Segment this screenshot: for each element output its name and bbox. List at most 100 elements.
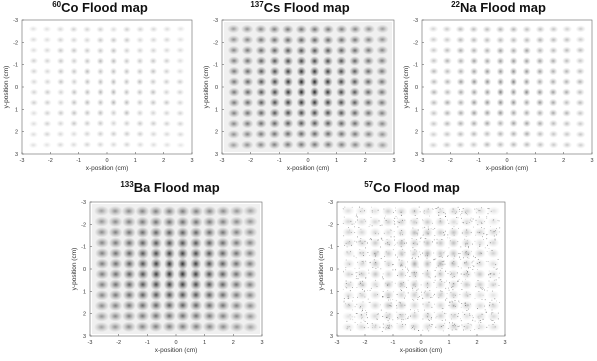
flood-spots	[227, 24, 389, 150]
flood-spot	[442, 46, 452, 55]
noise-dot	[486, 238, 488, 240]
noise-dot	[429, 262, 431, 263]
noise-dot	[380, 246, 381, 248]
flood-spot	[162, 46, 172, 54]
noise-dot	[388, 327, 390, 329]
noise-dot	[401, 260, 403, 262]
noise-dot	[388, 296, 390, 298]
noise-dot	[405, 295, 406, 297]
noise-dot	[416, 250, 417, 252]
flood-spot	[269, 66, 280, 77]
noise-dot	[498, 231, 500, 233]
noise-dot	[394, 221, 395, 223]
noise-dot	[463, 329, 464, 331]
flood-spot	[229, 258, 243, 270]
noise-dot	[384, 256, 385, 257]
flood-spot	[383, 279, 394, 290]
flood-spot	[149, 98, 158, 107]
flood-spot	[469, 57, 479, 65]
y-tick-label: 3	[215, 152, 218, 158]
flood-spot	[575, 25, 586, 33]
noise-dot	[349, 326, 351, 327]
noise-dot	[364, 290, 365, 292]
noise-dot	[481, 223, 483, 224]
flood-spot	[135, 310, 150, 322]
flood-spot	[242, 87, 254, 97]
noise-dot	[449, 240, 451, 242]
flood-spot	[522, 57, 531, 66]
flood-spot	[376, 130, 389, 139]
flood-spot	[342, 216, 355, 227]
flood-spot	[535, 25, 546, 33]
flood-spot	[255, 35, 267, 45]
noise-dot	[386, 327, 387, 328]
flood-spot	[448, 269, 459, 280]
noise-dot	[357, 216, 358, 218]
flood-spot	[254, 140, 267, 150]
flood-spot	[409, 300, 420, 311]
noise-dot	[365, 277, 366, 279]
noise-dot	[471, 220, 473, 222]
noise-dot	[490, 226, 491, 227]
flood-spot	[227, 140, 240, 150]
noise-dot	[472, 243, 473, 245]
noise-dot	[484, 221, 485, 222]
flood-spot	[382, 227, 395, 238]
y-tick-label: 0	[415, 85, 418, 91]
noise-dot	[396, 307, 398, 309]
noise-dot	[419, 296, 420, 297]
noise-dot	[358, 283, 360, 285]
noise-dot	[400, 246, 402, 248]
noise-dot	[443, 261, 445, 262]
noise-dot	[427, 270, 428, 272]
noise-dot	[411, 325, 413, 327]
noise-dot	[445, 216, 446, 217]
noise-dot	[401, 290, 402, 291]
flood-spot	[29, 57, 39, 65]
flood-spot	[256, 77, 267, 87]
noise-dot	[416, 222, 418, 224]
noise-dot	[411, 272, 413, 274]
noise-dot	[494, 322, 495, 323]
noise-dot	[342, 223, 344, 224]
noise-dot	[444, 263, 446, 265]
flood-spot	[229, 237, 244, 249]
flood-spot	[323, 87, 333, 98]
noise-dot	[396, 305, 397, 307]
flood-spot	[548, 77, 558, 86]
flood-spot	[495, 130, 505, 138]
flood-spot	[461, 279, 473, 290]
noise-dot	[441, 239, 443, 240]
noise-dot	[461, 303, 463, 304]
noise-dot	[404, 304, 406, 306]
noise-dot	[362, 289, 363, 290]
flood-spot	[442, 67, 452, 76]
noise-dot	[416, 289, 418, 291]
noise-dot	[478, 216, 480, 218]
noise-dot	[382, 240, 384, 241]
noise-dot	[458, 279, 460, 280]
flood-spot	[148, 321, 163, 332]
noise-dot	[344, 206, 346, 208]
flood-spot	[421, 310, 434, 321]
flood-spots	[94, 205, 258, 333]
noise-dot	[360, 283, 361, 284]
noise-dot	[467, 275, 468, 277]
flood-spot	[448, 289, 459, 301]
noise-dot	[412, 287, 413, 289]
noise-dot	[348, 303, 350, 305]
flood-spot	[149, 78, 158, 86]
flood-spot	[121, 321, 136, 333]
noise-dot	[390, 236, 392, 238]
flood-spot	[150, 268, 162, 281]
flood-spot	[434, 321, 447, 332]
noise-dot	[375, 233, 376, 234]
flood-spot	[562, 109, 572, 117]
noise-dot	[349, 305, 351, 306]
flood-spot	[422, 279, 433, 290]
noise-dot	[491, 250, 492, 251]
flood-spot	[487, 248, 500, 259]
flood-spot	[296, 107, 307, 118]
noise-dot	[422, 234, 424, 236]
flood-spot	[216, 258, 229, 270]
